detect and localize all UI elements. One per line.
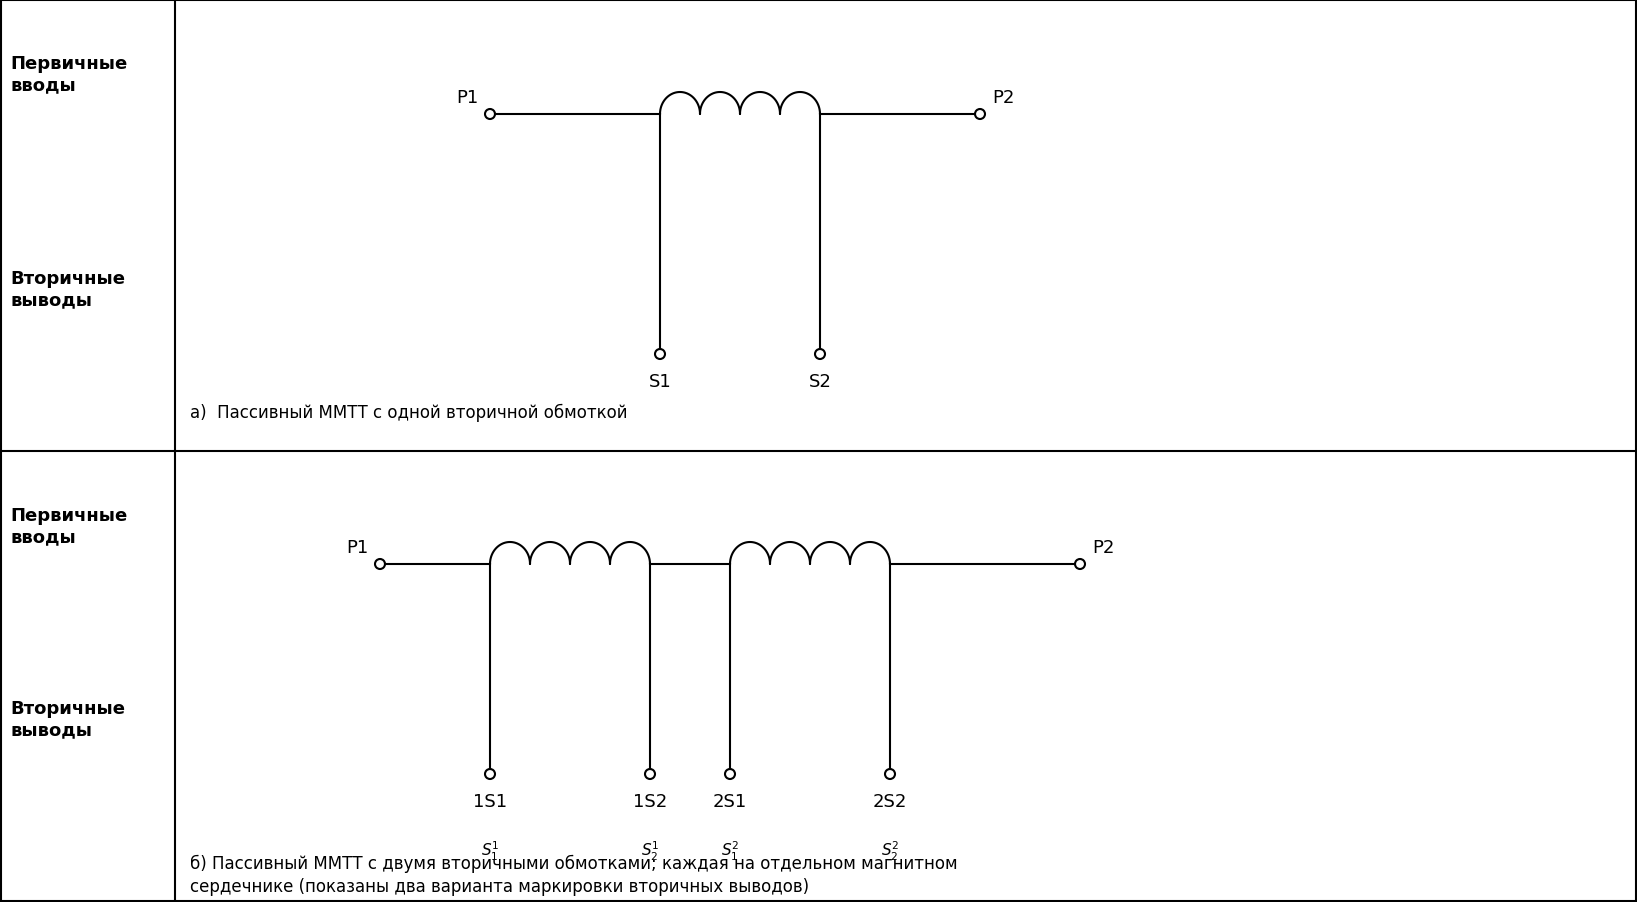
Text: 1S2: 1S2 <box>634 792 668 810</box>
Text: Вторичные
выводы: Вторичные выводы <box>10 699 124 738</box>
Text: сердечнике (показаны два варианта маркировки вторичных выводов): сердечнике (показаны два варианта маркир… <box>190 877 809 895</box>
Text: $S_2^2$: $S_2^2$ <box>881 839 899 862</box>
Text: 2S1: 2S1 <box>712 792 746 810</box>
Text: S2: S2 <box>809 373 832 391</box>
Text: 2S2: 2S2 <box>873 792 907 810</box>
Text: P1: P1 <box>345 538 368 557</box>
Text: P2: P2 <box>1092 538 1115 557</box>
Text: а)  Пассивный ММТТ с одной вторичной обмоткой: а) Пассивный ММТТ с одной вторичной обмо… <box>190 403 627 421</box>
Text: Вторичные
выводы: Вторичные выводы <box>10 270 124 308</box>
Text: S1: S1 <box>648 373 671 391</box>
Text: Первичные
вводы: Первичные вводы <box>10 506 128 545</box>
Text: $S_2^1$: $S_2^1$ <box>640 839 660 862</box>
Text: $S_1^1$: $S_1^1$ <box>481 839 499 862</box>
Text: б) Пассивный ММТТ с двумя вторичными обмотками; каждая на отдельном магнитном: б) Пассивный ММТТ с двумя вторичными обм… <box>190 854 958 872</box>
Text: P1: P1 <box>455 89 478 106</box>
Text: 1S1: 1S1 <box>473 792 507 810</box>
Text: P2: P2 <box>992 89 1015 106</box>
Text: Первичные
вводы: Первичные вводы <box>10 55 128 94</box>
Text: $S_1^2$: $S_1^2$ <box>720 839 740 862</box>
